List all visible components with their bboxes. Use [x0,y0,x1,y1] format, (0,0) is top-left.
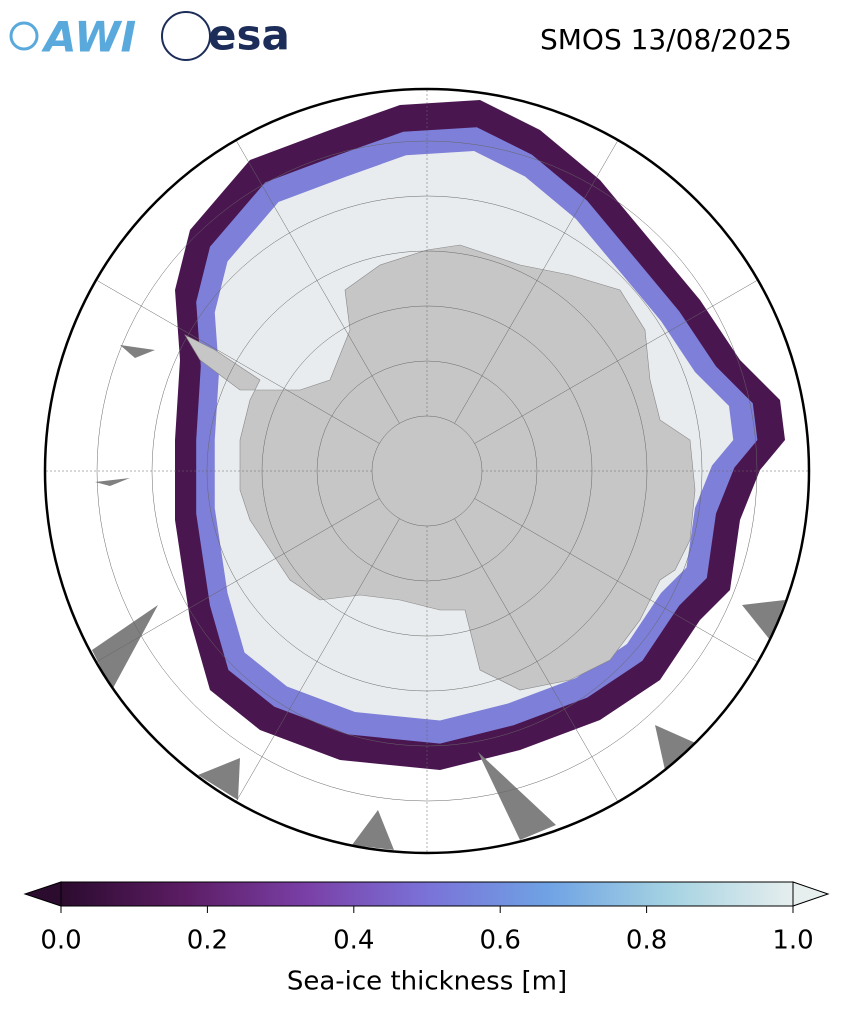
colorbar-extend-high [792,881,830,907]
colorbar-tick-label: 0.0 [40,926,81,956]
colorbar: 0.0 0.2 0.4 0.6 0.8 1.0 [23,881,830,956]
colorbar-tick-label: 0.2 [187,926,228,956]
meridian [474,270,774,444]
colorbar-tick-label: 0.8 [626,926,667,956]
no-data-patches [92,345,785,850]
map [45,89,809,853]
meridian [474,498,774,672]
meridian [454,518,628,818]
awi-logo: AWI [41,13,136,62]
colorbar-extend-low [23,881,62,907]
graticule [45,89,809,853]
colorbar-tick-label: 0.4 [333,926,374,956]
meridian [80,498,380,672]
map-border [43,87,811,855]
colorbar-label: Sea-ice thickness [m] [287,967,567,997]
logos: AWI esa [9,11,290,62]
meridian [226,124,400,424]
esa-logo: esa [208,11,290,60]
antarctica [184,244,696,691]
colorbar-tick-label: 0.6 [480,926,521,956]
awi-emblem [9,21,39,51]
title: SMOS 13/08/2025 [540,23,792,56]
latitude-circle [96,140,758,802]
meridian [226,518,400,818]
latitude-circle [316,360,538,582]
meridian [80,270,380,444]
esa-emblem [161,11,211,61]
colorbar-ramp [60,881,794,907]
meridian [454,124,628,424]
colorbar-tick-label: 1.0 [772,926,813,956]
